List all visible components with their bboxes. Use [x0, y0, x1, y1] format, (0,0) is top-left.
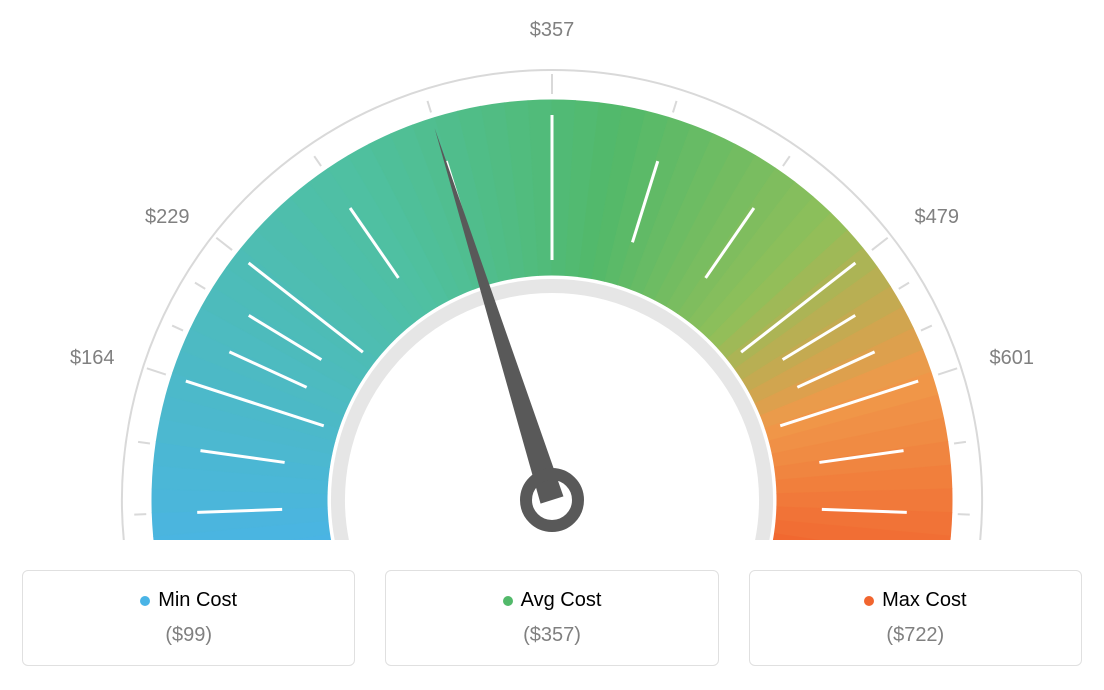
legend-dot-min [140, 596, 150, 606]
gauge-tick-label: $479 [914, 206, 959, 228]
cost-gauge-chart: $99$164$229$357$479$601$722 [22, 20, 1082, 540]
legend-title-max-text: Max Cost [882, 589, 966, 611]
gauge-tick-label: $357 [530, 20, 575, 41]
legend-value-avg: ($357) [406, 624, 697, 647]
gauge-tick-label: $229 [145, 206, 190, 228]
legend-dot-avg [503, 596, 513, 606]
legend-card-min: Min Cost ($99) [22, 570, 355, 666]
legend-title-min: Min Cost [43, 589, 334, 612]
legend-title-min-text: Min Cost [158, 589, 237, 611]
legend-row: Min Cost ($99) Avg Cost ($357) Max Cost … [22, 570, 1082, 666]
legend-card-avg: Avg Cost ($357) [385, 570, 718, 666]
legend-dot-max [864, 596, 874, 606]
legend-title-max: Max Cost [770, 589, 1061, 612]
legend-title-avg: Avg Cost [406, 589, 697, 612]
legend-value-max: ($722) [770, 624, 1061, 647]
gauge-tick-label: $601 [989, 347, 1034, 369]
legend-card-max: Max Cost ($722) [749, 570, 1082, 666]
gauge-tick-label: $164 [70, 347, 115, 369]
gauge-svg: $99$164$229$357$479$601$722 [22, 20, 1082, 540]
legend-value-min: ($99) [43, 624, 334, 647]
legend-title-avg-text: Avg Cost [521, 589, 602, 611]
